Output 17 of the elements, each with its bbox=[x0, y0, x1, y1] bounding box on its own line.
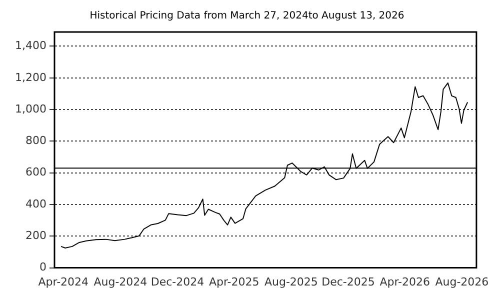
x-tick-label: Aug-2026 bbox=[435, 275, 489, 288]
x-tick-label: Aug-2025 bbox=[264, 275, 318, 288]
x-tick-label: Apr-2026 bbox=[380, 275, 430, 288]
x-tick-label: Apr-2024 bbox=[38, 275, 89, 288]
y-tick-label: 800 bbox=[25, 134, 46, 148]
y-tick-label: 1,000 bbox=[14, 102, 46, 116]
y-tick-label: 200 bbox=[25, 229, 46, 242]
y-tick-label: 0 bbox=[39, 260, 46, 274]
x-tick-label: Aug-2024 bbox=[94, 275, 148, 288]
y-tick-label: 400 bbox=[25, 197, 46, 210]
y-tick-label: 1,400 bbox=[14, 39, 46, 52]
y-tick-label: 600 bbox=[25, 166, 46, 179]
x-tick-label: Dec-2024 bbox=[150, 275, 204, 288]
x-tick-label: Dec-2025 bbox=[322, 275, 375, 288]
x-tick-label: Apr-2025 bbox=[208, 275, 260, 288]
chart-title: Historical Pricing Data from March 27, 2024to August 13, 2026 bbox=[90, 10, 404, 22]
y-tick-label: 1,200 bbox=[14, 70, 46, 84]
